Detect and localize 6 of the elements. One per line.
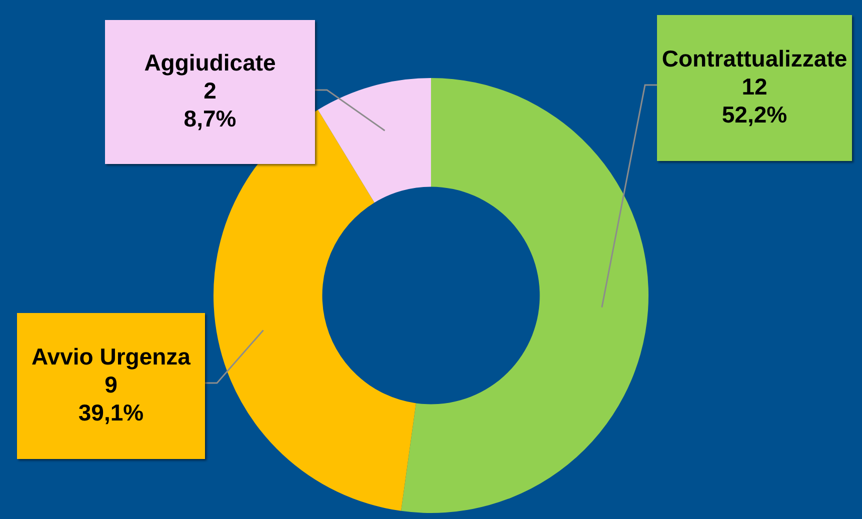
data-label: 2 8,7%: [184, 77, 236, 132]
slice-label: Contrattualizzate: [662, 45, 848, 72]
data-label: 12 52,2%: [722, 73, 788, 128]
data-label: 9 39,1%: [78, 371, 144, 426]
slice-label: Avvio Urgenza: [32, 343, 191, 370]
slice-label: Aggiudicate: [144, 49, 276, 76]
